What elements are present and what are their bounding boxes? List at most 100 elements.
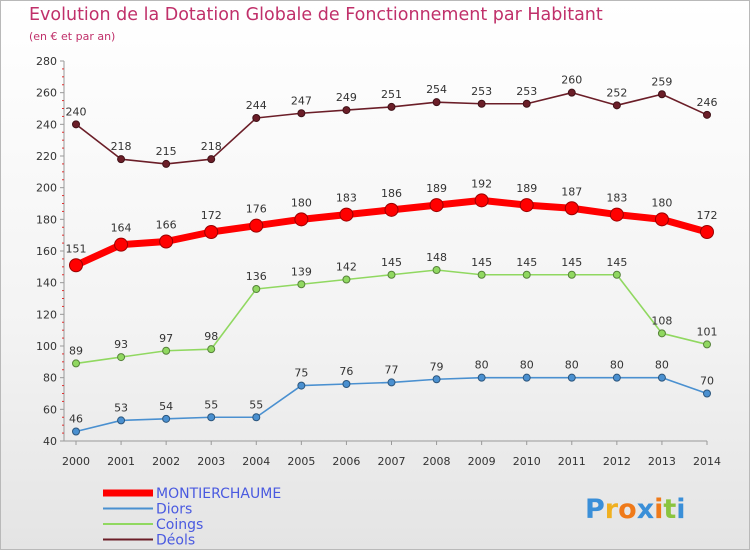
x-tick-label: 2014 [693, 455, 721, 468]
data-point-d-ols [567, 88, 576, 97]
data-label-d-ols: 254 [426, 83, 447, 96]
logo-letter: x [637, 494, 654, 525]
x-tick-label: 2006 [332, 455, 360, 468]
data-label-montierchaume: 192 [471, 177, 492, 190]
data-label-coings: 89 [69, 344, 83, 357]
data-point-coings [252, 285, 261, 293]
data-label-montierchaume: 164 [111, 222, 132, 235]
data-point-diors [342, 380, 351, 388]
x-tick-label: 2003 [197, 455, 225, 468]
data-point-d-ols [657, 90, 666, 99]
data-point-montierchaume [159, 234, 174, 249]
data-label-diors: 80 [475, 359, 489, 372]
data-label-d-ols: 249 [336, 91, 357, 104]
data-point-coings [297, 280, 306, 289]
data-label-diors: 70 [700, 375, 714, 388]
x-tick-label: 2005 [287, 455, 315, 468]
data-label-d-ols: 246 [697, 96, 718, 109]
data-point-d-ols [522, 99, 531, 108]
x-tick-label: 2007 [378, 455, 406, 468]
data-point-d-ols [387, 102, 396, 111]
data-point-montierchaume [249, 218, 264, 233]
data-label-d-ols: 244 [246, 99, 267, 112]
data-point-d-ols [297, 109, 306, 118]
data-label-diors: 53 [114, 401, 128, 414]
data-point-montierchaume [114, 237, 129, 252]
data-label-coings: 148 [426, 251, 447, 264]
data-label-montierchaume: 176 [246, 203, 267, 216]
data-point-diors [703, 389, 711, 398]
x-tick-label: 2000 [62, 455, 90, 468]
data-label-coings: 145 [606, 256, 627, 269]
data-label-diors: 55 [204, 398, 218, 411]
x-tick-label: 2001 [107, 455, 135, 468]
data-point-diors [72, 427, 80, 436]
y-tick-label: 240 [36, 118, 57, 131]
data-label-d-ols: 252 [606, 86, 627, 99]
logo-letter: r [605, 494, 619, 525]
data-label-montierchaume: 183 [336, 192, 357, 205]
data-label-coings: 101 [697, 325, 718, 338]
data-label-montierchaume: 189 [426, 182, 447, 195]
data-label-montierchaume: 166 [156, 219, 177, 232]
chart-title: Evolution de la Dotation Globale de Fonc… [29, 5, 603, 25]
data-point-coings [387, 270, 396, 279]
data-label-d-ols: 260 [561, 74, 582, 87]
y-tick-label: 260 [36, 87, 57, 100]
data-point-d-ols [72, 120, 80, 129]
data-label-diors: 79 [430, 360, 444, 373]
y-tick-label: 220 [36, 150, 57, 163]
x-tick-label: 2010 [513, 455, 541, 468]
data-label-diors: 75 [294, 367, 308, 380]
logo-letter: o [618, 494, 637, 525]
data-point-montierchaume [654, 212, 669, 227]
data-label-diors: 80 [565, 359, 579, 372]
data-label-diors: 80 [610, 359, 624, 372]
data-label-coings: 108 [651, 314, 672, 327]
data-point-coings [207, 345, 216, 354]
data-label-d-ols: 253 [471, 85, 492, 98]
data-label-coings: 139 [291, 265, 312, 278]
data-point-montierchaume [609, 207, 624, 222]
data-label-diors: 80 [520, 359, 534, 372]
y-tick-label: 120 [36, 308, 57, 321]
y-tick-label: 140 [36, 277, 57, 290]
data-label-montierchaume: 187 [561, 185, 582, 198]
data-point-montierchaume [69, 258, 83, 273]
data-point-d-ols [207, 155, 216, 164]
data-point-diors [612, 373, 621, 382]
data-label-d-ols: 215 [156, 145, 177, 158]
data-label-d-ols: 251 [381, 88, 402, 101]
data-point-d-ols [612, 101, 621, 110]
legend-label-d-ols: Déols [156, 533, 195, 549]
data-point-coings [72, 359, 80, 368]
data-point-coings [162, 346, 171, 355]
data-point-d-ols [117, 155, 126, 164]
data-label-coings: 145 [381, 256, 402, 269]
data-point-montierchaume [294, 212, 309, 227]
data-point-d-ols [432, 98, 441, 107]
data-point-d-ols [477, 99, 486, 108]
data-point-montierchaume [204, 225, 219, 239]
data-point-diors [657, 373, 666, 382]
data-point-d-ols [342, 106, 351, 115]
data-label-d-ols: 240 [66, 105, 87, 118]
data-label-coings: 145 [471, 256, 492, 269]
data-label-montierchaume: 172 [201, 209, 222, 222]
legend-label-coings: Coings [156, 517, 203, 533]
data-point-diors [162, 414, 171, 423]
data-point-montierchaume [564, 201, 579, 216]
data-label-d-ols: 253 [516, 85, 537, 98]
data-point-diors [522, 373, 531, 382]
data-label-coings: 145 [516, 256, 537, 269]
logo-letter: t [663, 494, 676, 525]
logo-letter: i [676, 494, 685, 525]
data-point-diors [432, 375, 441, 384]
data-label-diors: 46 [69, 413, 83, 426]
data-label-d-ols: 218 [201, 140, 222, 153]
data-point-montierchaume [384, 202, 399, 217]
y-tick-label: 40 [43, 435, 57, 448]
data-point-coings [342, 275, 351, 284]
data-point-diors [117, 416, 126, 425]
data-label-diors: 76 [339, 365, 353, 378]
